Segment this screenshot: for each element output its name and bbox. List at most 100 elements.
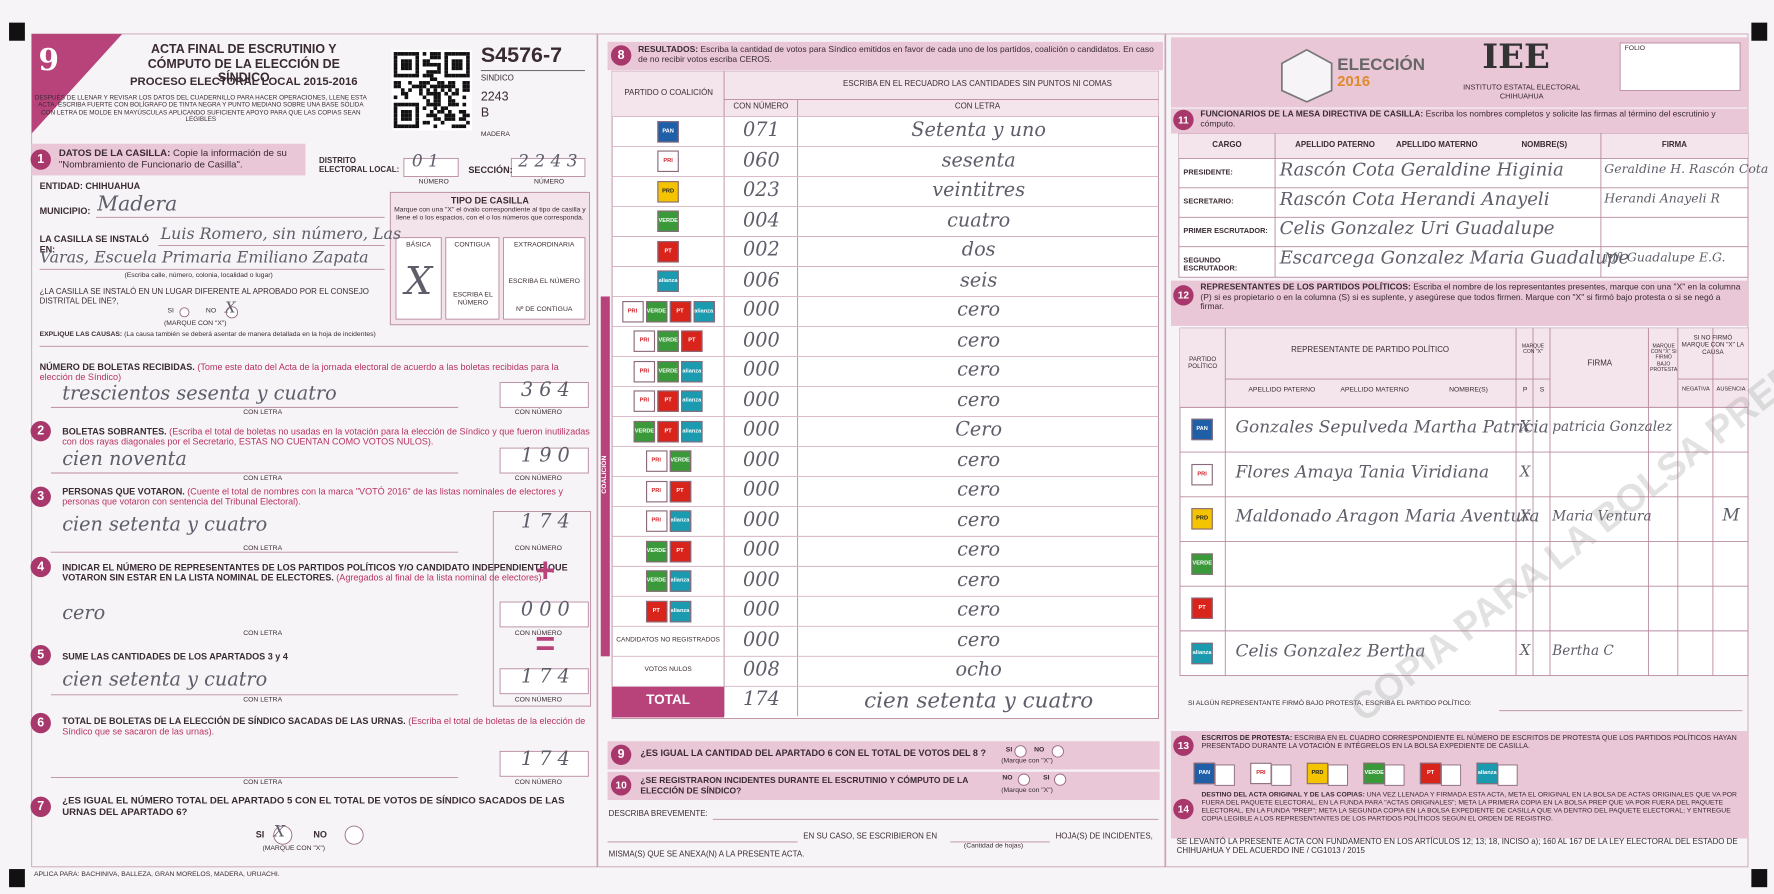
party-cell: PRI PT bbox=[612, 480, 724, 502]
party-cell: PRI VERDE alianza bbox=[612, 360, 724, 382]
qr-module bbox=[455, 62, 459, 67]
party-cell: PRI bbox=[612, 150, 724, 173]
party-logo: PRI bbox=[621, 300, 644, 322]
count-heading-part: (Agregados al final de la lista nominal … bbox=[333, 572, 545, 583]
party-logo: PRI bbox=[633, 360, 656, 382]
qr-module bbox=[437, 91, 441, 96]
qr-module bbox=[433, 106, 438, 110]
qr-module bbox=[466, 59, 470, 63]
count-letter: cuatro bbox=[947, 208, 1011, 232]
qr-module bbox=[451, 62, 456, 67]
party-logo: PT bbox=[1419, 762, 1442, 785]
qr-module bbox=[397, 73, 401, 78]
signature: Mª Guadalupe E.G. bbox=[1604, 250, 1726, 265]
qr-module bbox=[400, 59, 405, 63]
party-logo: PT bbox=[657, 390, 679, 412]
count-letter: cero bbox=[957, 448, 1001, 472]
badge: 11 bbox=[1173, 109, 1194, 131]
legal: SE LEVANTÓ LA PRESENTE ACTA CON FUNDAMEN… bbox=[1176, 838, 1738, 856]
qr-module bbox=[400, 91, 405, 96]
qr-module bbox=[393, 81, 398, 85]
qr-module bbox=[440, 109, 445, 114]
party-logo-cell: alianza bbox=[1190, 642, 1214, 664]
party-cell: VERDE PT alianza bbox=[612, 420, 724, 442]
count-letter: ocho bbox=[955, 658, 1002, 682]
officials-heading: FUNCIONARIOS DE LA MESA DIRECTIVA DE CAS… bbox=[1200, 109, 1743, 130]
qr-module bbox=[444, 84, 449, 89]
qr-module bbox=[433, 95, 438, 100]
party-logo: VERDE bbox=[645, 540, 667, 562]
qr-module bbox=[444, 117, 449, 121]
party-cell: PRI PT alianza bbox=[612, 390, 724, 412]
qr-module bbox=[411, 102, 416, 107]
qr-module bbox=[415, 84, 420, 89]
qr-module bbox=[415, 66, 420, 71]
operator: + bbox=[535, 552, 556, 590]
section-band bbox=[607, 41, 1164, 71]
qr-module bbox=[426, 88, 430, 92]
qr-module bbox=[426, 91, 430, 96]
qr-module bbox=[426, 102, 430, 107]
mark: X bbox=[225, 299, 236, 317]
party-logo: alianza bbox=[1191, 642, 1213, 664]
party-cell: PAN bbox=[612, 120, 724, 143]
count-letter: seis bbox=[959, 268, 998, 292]
section-heading-part: Copie la información de su "Nombramiento… bbox=[58, 147, 287, 170]
party-logo-cell: PRD bbox=[1306, 762, 1330, 785]
qr-module bbox=[433, 70, 438, 74]
institution-initials: IEE bbox=[1482, 37, 1550, 77]
results-heading-part: RESULTADOS: bbox=[638, 44, 699, 55]
qr-module bbox=[408, 113, 412, 118]
code-rule bbox=[480, 70, 585, 72]
qr-module bbox=[437, 55, 441, 60]
qr-module bbox=[393, 73, 398, 78]
reps-heading-part: Escriba el nombre de los representantes … bbox=[1200, 281, 1741, 312]
caption: NÚMERO bbox=[534, 178, 565, 186]
qr-module bbox=[466, 113, 470, 118]
registration-mark bbox=[9, 869, 25, 888]
caption: ESCRIBA EL NÚMERO bbox=[508, 278, 580, 286]
official-name: Escarcega Gonzalez Maria Guadalupe bbox=[1279, 246, 1630, 269]
qr-module bbox=[419, 81, 423, 85]
type-instructions: Marque con una "X" el óvalo correspondie… bbox=[394, 207, 586, 222]
caption: CON LETRA bbox=[243, 409, 283, 417]
qr-module bbox=[426, 59, 430, 63]
qr-module bbox=[444, 62, 449, 67]
column-header: ESCRIBA EN EL RECUADRO LAS CANTIDADES SI… bbox=[843, 80, 1112, 89]
official-name: Rascón Cota Geraldine Higinia bbox=[1279, 158, 1564, 180]
section-band bbox=[31, 143, 306, 176]
form-number: 9 bbox=[38, 44, 59, 79]
party-logo-cell: PRD bbox=[1190, 508, 1214, 530]
column-header: FIRMA bbox=[1587, 359, 1613, 368]
protest-box bbox=[1327, 764, 1348, 786]
question: ¿SE REGISTRARON INCIDENTES DURANTE EL ES… bbox=[640, 775, 969, 796]
caption: (Escriba calle, número, colonia, localid… bbox=[124, 272, 273, 280]
qr-module bbox=[404, 73, 409, 78]
count-letter: cero bbox=[957, 568, 1001, 592]
qr-module bbox=[437, 52, 441, 56]
count-letter: cero bbox=[957, 538, 1001, 562]
qr-module bbox=[429, 77, 434, 82]
qr-module bbox=[437, 99, 441, 103]
qr-module bbox=[433, 62, 438, 67]
form-title: ACTA FINAL DE ESCRUTINIO Y CÓMPUTO DE LA… bbox=[147, 43, 340, 86]
qr-module bbox=[458, 59, 463, 63]
qr-module bbox=[455, 73, 459, 78]
qr-module bbox=[429, 113, 434, 118]
sheets: HOJA(S) DE INCIDENTES, bbox=[1055, 832, 1153, 841]
count-number: 000 bbox=[743, 478, 780, 502]
qr-module bbox=[393, 113, 398, 118]
party-logo: PRD bbox=[657, 180, 679, 202]
qr-module bbox=[400, 109, 405, 114]
party-logo-cell: PRI bbox=[1249, 762, 1273, 785]
party-logo-cell: PT bbox=[1190, 597, 1214, 619]
qr-module bbox=[429, 84, 434, 89]
party-logo: PT bbox=[1191, 597, 1213, 619]
explain-part: (La causa también se deberá asentar de m… bbox=[122, 331, 376, 339]
oval bbox=[344, 825, 364, 845]
count-letter: cero bbox=[957, 358, 1001, 382]
qr-module bbox=[408, 88, 412, 92]
badge: 10 bbox=[610, 775, 632, 796]
section-band bbox=[1170, 108, 1748, 134]
sheets: EN SU CASO, SE ESCRIBIERON EN bbox=[803, 832, 938, 841]
